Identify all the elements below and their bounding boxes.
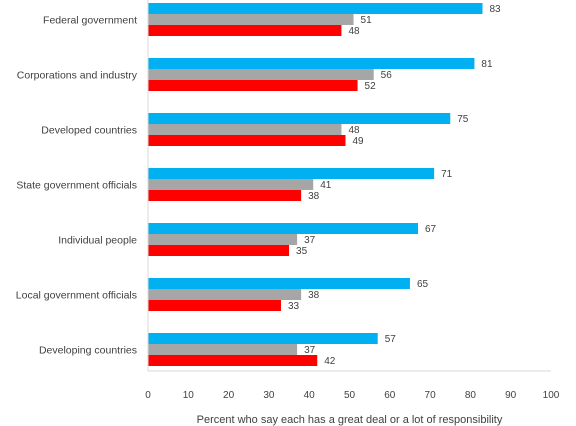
category-label: Federal government — [43, 15, 137, 27]
x-axis-title: Percent who say each has a great deal or… — [197, 414, 503, 426]
bar — [148, 124, 342, 135]
value-label: 37 — [304, 235, 316, 246]
x-tick-label: 40 — [304, 390, 316, 401]
bar — [148, 69, 374, 80]
x-tick-label: 90 — [505, 390, 517, 401]
value-labels: 8351488156527548497141386737356538335737… — [288, 4, 501, 367]
category-label: Developed countries — [41, 125, 137, 137]
x-tick-label: 0 — [145, 390, 151, 401]
x-tick-label: 10 — [183, 390, 195, 401]
bars-layer — [148, 3, 483, 366]
x-tick-label: 30 — [263, 390, 275, 401]
bar — [148, 179, 314, 190]
value-label: 37 — [304, 345, 316, 356]
bar — [148, 245, 290, 256]
bar — [148, 58, 475, 69]
bar — [148, 278, 410, 289]
x-tick-label: 100 — [543, 390, 560, 401]
value-label: 71 — [441, 169, 453, 180]
bar — [148, 234, 298, 245]
value-label: 48 — [348, 26, 360, 37]
bar — [148, 25, 342, 36]
bar — [148, 113, 451, 124]
bar — [148, 80, 358, 91]
bar — [148, 135, 346, 146]
value-label: 35 — [296, 246, 308, 257]
value-label: 49 — [352, 136, 364, 147]
category-label: State government officials — [16, 180, 137, 192]
value-label: 42 — [324, 356, 336, 367]
category-labels: Federal government Corporations and indus… — [16, 15, 138, 357]
bar — [148, 3, 483, 14]
bar — [148, 223, 419, 234]
bar — [148, 355, 318, 366]
bar — [148, 333, 378, 344]
x-tick-label: 50 — [344, 390, 356, 401]
value-label: 48 — [348, 125, 360, 136]
value-label: 52 — [365, 81, 377, 92]
category-label: Corporations and industry — [17, 70, 138, 82]
value-label: 75 — [457, 114, 469, 125]
bar — [148, 14, 354, 25]
value-label: 65 — [417, 279, 429, 290]
value-label: 56 — [381, 70, 393, 81]
value-label: 38 — [308, 191, 320, 202]
x-tick-label: 60 — [384, 390, 396, 401]
x-tick-label: 20 — [223, 390, 235, 401]
value-label: 57 — [385, 334, 397, 345]
value-label: 41 — [320, 180, 332, 191]
category-label: Local government officials — [16, 290, 137, 302]
x-tick-label: 70 — [425, 390, 437, 401]
bar — [148, 190, 302, 201]
category-label: Individual people — [58, 235, 137, 247]
bar — [148, 289, 302, 300]
x-tick-labels: 0 10 20 30 40 50 60 70 80 90 100 — [145, 390, 560, 401]
value-label: 67 — [425, 224, 437, 235]
bar — [148, 168, 435, 179]
value-label: 33 — [288, 301, 300, 312]
bar — [148, 344, 298, 355]
x-tick-label: 80 — [465, 390, 477, 401]
value-label: 51 — [361, 15, 373, 26]
value-label: 38 — [308, 290, 320, 301]
bar — [148, 300, 281, 311]
value-label: 83 — [489, 4, 501, 15]
category-label: Developing countries — [39, 345, 137, 357]
value-label: 81 — [481, 59, 493, 70]
